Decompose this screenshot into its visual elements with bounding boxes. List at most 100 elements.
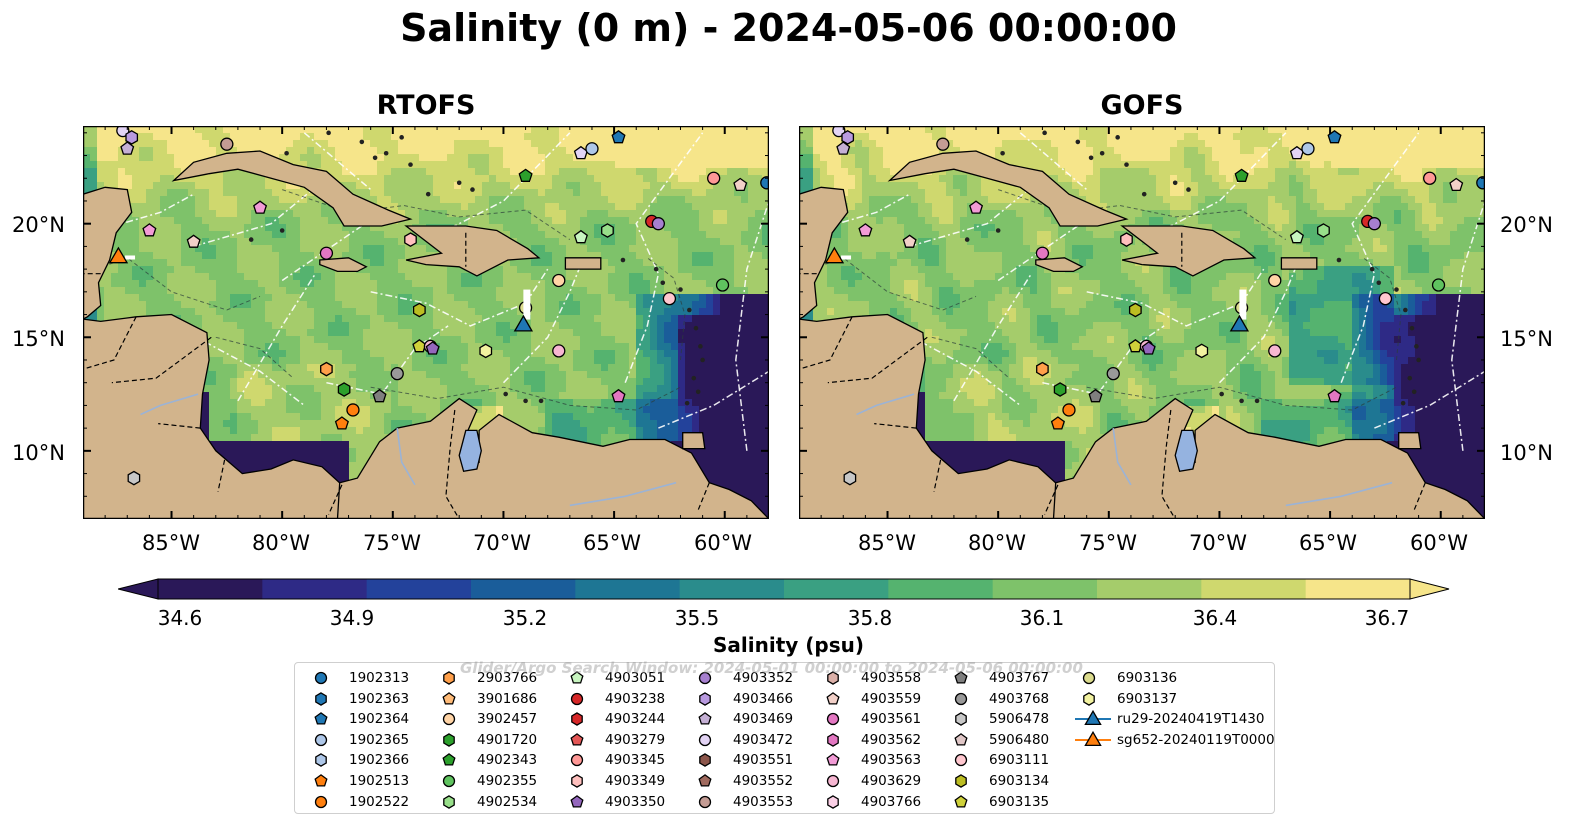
legend-marker-icon	[442, 753, 456, 766]
legend-label: 1902363	[349, 690, 410, 707]
legend-shape	[698, 774, 712, 787]
legend-marker-icon	[955, 774, 967, 788]
legend-shape	[570, 732, 584, 746]
land	[799, 130, 1485, 519]
legend-label: 1902365	[349, 731, 410, 748]
legend-marker-icon	[443, 671, 455, 685]
legend-marker-icon	[698, 733, 712, 746]
legend-label: 4903553	[733, 793, 794, 810]
lon-label-60w-rtofs: 60°W	[694, 531, 752, 555]
legend-marker-icon	[826, 774, 840, 788]
legend-shape	[570, 794, 584, 808]
argo-float-marker	[320, 361, 333, 377]
argo-float-marker	[1378, 291, 1393, 306]
legend-shape	[1083, 691, 1095, 706]
legend-shape	[314, 712, 328, 725]
glider-sg652-marker	[108, 246, 129, 264]
lon-label-80w-gofs: 80°W	[968, 531, 1026, 555]
argo-float-marker	[651, 217, 666, 231]
colorbar-segment	[471, 579, 576, 599]
colorbar-segment	[784, 579, 889, 599]
legend-marker-icon	[442, 774, 456, 788]
legend-label: 4903349	[605, 773, 666, 789]
legend-marker-icon	[826, 753, 840, 766]
argo-float-marker	[372, 388, 387, 403]
legend-marker-icon	[954, 794, 968, 808]
legend-shape	[570, 671, 584, 684]
legend-marker-icon	[442, 691, 456, 705]
legend-label: 4903767	[989, 670, 1050, 686]
argo-float-marker	[1423, 171, 1437, 185]
legend-shape	[826, 753, 840, 766]
legend-shape	[571, 712, 583, 727]
lat-label-20n-left: 20°N	[12, 213, 65, 237]
legend-shape	[698, 733, 712, 746]
glider-ru29-marker	[513, 314, 534, 332]
argo-float-marker	[1317, 223, 1330, 238]
legend-shape	[826, 713, 840, 726]
legend-label: 4901720	[477, 731, 538, 748]
argo-float-marker	[125, 130, 139, 145]
legend-shape	[827, 732, 839, 747]
legend-label: 4903472	[733, 731, 794, 748]
legend-marker-icon	[1082, 671, 1096, 685]
lat-label-10n-right: 10°N	[1500, 441, 1553, 465]
argo-float-marker	[518, 168, 533, 182]
legend-shape	[443, 794, 455, 809]
argo-float-marker	[425, 341, 440, 355]
legend-label: ru29-20240419T1430	[1117, 711, 1265, 728]
argo-float-marker	[1050, 416, 1065, 430]
colorbar-tick: 36.4	[1192, 606, 1238, 630]
legend-marker-icon	[698, 712, 712, 725]
legend-label: 2903766	[477, 670, 538, 686]
colorbar-segment	[888, 579, 994, 599]
legend-label: 1902513	[349, 773, 410, 789]
argo-float-marker	[346, 403, 360, 417]
argo-float-marker	[841, 130, 855, 145]
legend-label: 6903134	[989, 773, 1050, 789]
lon-label-70w-rtofs: 70°W	[473, 531, 531, 555]
argo-float-marker	[552, 344, 566, 358]
argo-float-marker	[969, 200, 984, 214]
panel-title-rtofs: RTOFS	[376, 90, 476, 121]
legend-label: 4903559	[861, 690, 922, 707]
argo-float-marker	[186, 234, 201, 248]
legend-label: 4903562	[861, 731, 922, 748]
legend-label: 4903466	[733, 690, 794, 707]
legend-marker-icon	[571, 774, 583, 788]
argo-float-marker	[412, 302, 426, 318]
legend-marker-icon	[314, 774, 328, 787]
legend-marker-icon	[699, 691, 711, 706]
colorbar-segment	[992, 579, 1098, 599]
legend-marker-icon	[1075, 730, 1111, 746]
argo-float-marker	[662, 291, 677, 306]
legend-marker-icon	[699, 753, 711, 768]
argo-float-marker	[1301, 142, 1315, 156]
legend-shape	[699, 753, 711, 768]
legend-label: 4902343	[477, 752, 538, 769]
argo-float-marker	[902, 234, 917, 248]
gofs-map	[799, 126, 1485, 519]
argo-float-marker	[1367, 217, 1382, 231]
colorbar-tick: 34.9	[329, 606, 375, 630]
colorbar-segment	[1201, 579, 1307, 599]
rtofs-map	[83, 126, 769, 519]
legend-shape	[954, 692, 968, 705]
legend-label: 1902366	[349, 752, 410, 769]
legend-label: 4903244	[605, 711, 666, 728]
land	[83, 130, 769, 519]
legend-label: 4903563	[861, 752, 922, 769]
argo-float-marker	[843, 470, 857, 486]
argo-float-marker	[1128, 302, 1142, 318]
argo-float-marker	[552, 273, 566, 288]
colorbar	[117, 578, 1450, 600]
legend-marker-icon	[698, 774, 712, 787]
legend-marker-icon	[443, 794, 455, 809]
colorbar-extend-max	[1409, 578, 1450, 600]
argo-float-marker	[404, 232, 417, 247]
legend-triangle	[1084, 730, 1102, 746]
argo-float-marker	[1053, 382, 1067, 397]
argo-float-marker	[1120, 232, 1133, 247]
argo-float-marker	[573, 229, 588, 244]
legend-label: sg652-20240119T0000	[1117, 731, 1275, 748]
